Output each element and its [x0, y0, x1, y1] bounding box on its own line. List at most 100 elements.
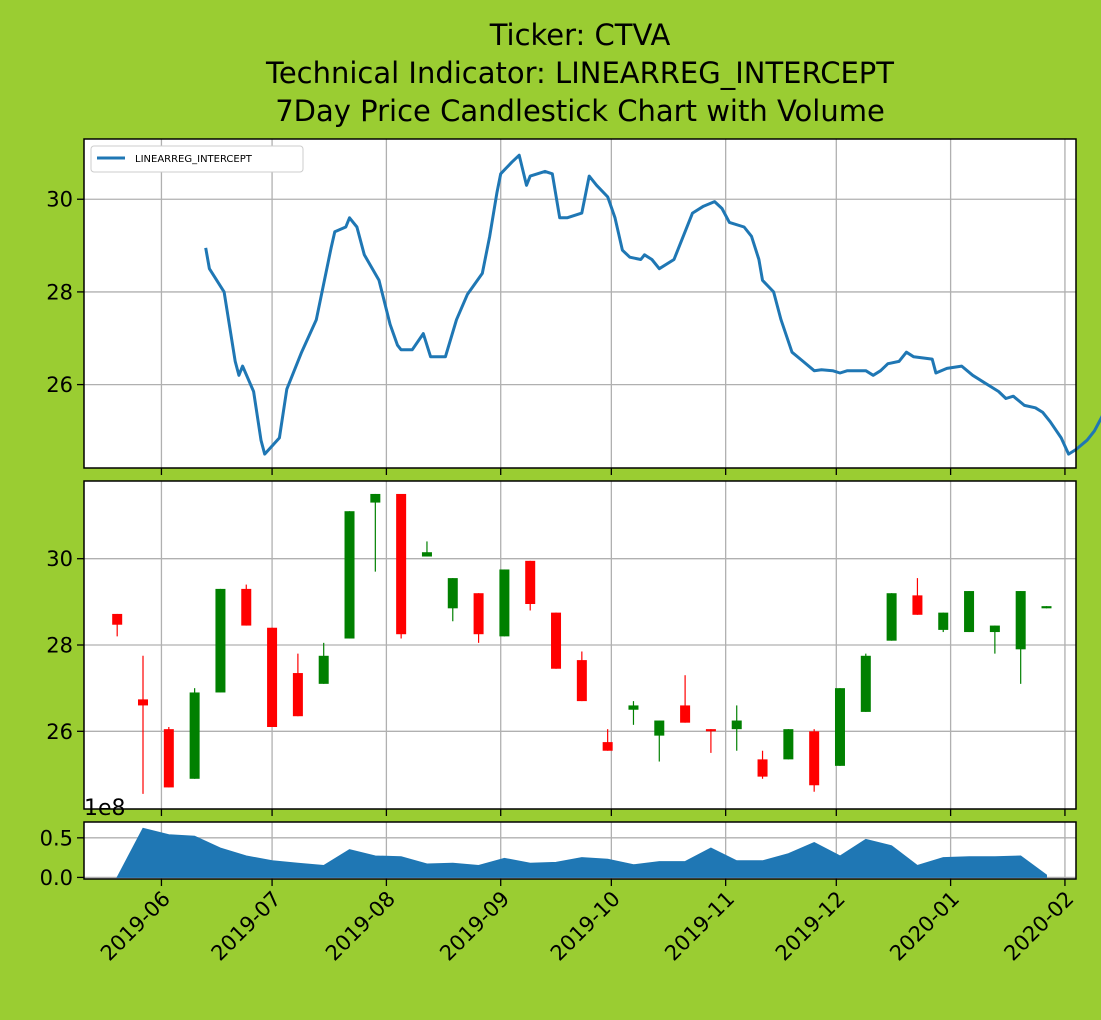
candle-body: [447, 578, 458, 609]
indicator-plot-background: [84, 139, 1076, 468]
candle-body: [112, 613, 123, 625]
candle-down: [292, 653, 303, 717]
candle-body: [267, 627, 278, 727]
candle-body: [292, 673, 303, 717]
volume-offset-label: 1e8: [84, 796, 126, 821]
indicator-line: [204, 153, 1101, 456]
candle-up: [215, 588, 226, 693]
x-tick-label: 2019-10: [546, 887, 625, 966]
candle-down: [138, 655, 149, 794]
candle-up: [499, 569, 510, 637]
candle-down: [809, 729, 820, 792]
candle-body: [138, 699, 149, 706]
candle-body: [628, 705, 639, 710]
candle-body: [525, 560, 536, 604]
candle-down: [112, 613, 123, 637]
x-tick-label: 2019-07: [207, 887, 286, 966]
chart-title: Ticker: CTVA Technical Indicator: LINEAR…: [265, 18, 894, 128]
candle-down: [473, 593, 484, 643]
candle-body: [964, 591, 975, 633]
title-line-ticker: Ticker: CTVA: [489, 18, 671, 52]
candle-up: [447, 578, 458, 622]
candle-down: [241, 584, 252, 626]
candle-up: [1041, 606, 1052, 609]
candle-body: [912, 595, 923, 615]
candle-body: [602, 742, 613, 751]
indicator-legend: LINEARREG_INTERCEPT: [90, 145, 304, 173]
candle-up: [886, 593, 897, 641]
candle-up: [654, 720, 665, 762]
candle-down: [163, 727, 174, 788]
candle-up: [860, 653, 871, 712]
x-tick-label: 2020-02: [999, 887, 1078, 966]
y-tick-label: 0.0: [40, 866, 73, 890]
indicator-series-line: [204, 153, 1101, 456]
x-tick-label: 2019-09: [435, 887, 514, 966]
volume-plot-frame: [83, 821, 1077, 880]
candle-body: [654, 720, 665, 736]
candle-body: [886, 593, 897, 641]
candle-body: [421, 552, 432, 557]
volume-panel: 0.0 0.5 1e8: [40, 796, 1077, 890]
legend-label: LINEARREG_INTERCEPT: [135, 154, 253, 165]
candle-body: [731, 720, 742, 730]
candle-body: [473, 593, 484, 635]
candle-body: [344, 511, 355, 639]
candle-down: [267, 627, 278, 727]
candle-down: [680, 675, 691, 723]
volume-area: [116, 827, 1047, 878]
candle-up: [731, 705, 742, 751]
indicator-y-ticks: 26 28 30: [46, 188, 84, 397]
candle-down: [396, 493, 407, 639]
volume-area-fill: [116, 827, 1047, 878]
price-y-ticks: 26 28 30: [46, 547, 84, 744]
candle-body: [189, 692, 200, 779]
price-panel: 26 28 30: [46, 480, 1077, 810]
indicator-plot-frame: [83, 138, 1077, 469]
candle-body: [1015, 591, 1026, 650]
candle-body: [370, 493, 381, 503]
y-tick-label: 0.5: [40, 826, 73, 850]
title-line-description: 7Day Price Candlestick Chart with Volume: [275, 94, 885, 128]
candle-up: [1015, 591, 1026, 684]
candle-down: [551, 612, 562, 669]
candle-body: [860, 655, 871, 712]
candle-body: [1041, 606, 1052, 609]
candle-down: [576, 651, 587, 702]
y-tick-label: 28: [46, 280, 73, 304]
y-tick-label: 26: [46, 720, 73, 744]
title-line-indicator: Technical Indicator: LINEARREG_INTERCEPT: [265, 56, 894, 90]
candle-body: [834, 688, 845, 766]
candle-down: [602, 729, 613, 751]
candle-body: [938, 612, 949, 630]
candle-down: [525, 560, 536, 611]
indicator-grid: [84, 139, 1076, 468]
candle-down: [757, 750, 768, 779]
candle-body: [783, 729, 794, 760]
x-tick-label: 2019-06: [96, 887, 175, 966]
candle-up: [318, 642, 329, 684]
candle-up: [783, 729, 794, 760]
candle-body: [680, 705, 691, 723]
candle-down: [705, 729, 716, 753]
indicator-panel: 26 28 30 LINEARREG_INTERCEPT: [46, 138, 1101, 469]
candle-up: [421, 541, 432, 557]
candle-up: [189, 688, 200, 779]
candle-down: [912, 578, 923, 615]
candle-body: [576, 660, 587, 702]
candle-body: [809, 731, 820, 786]
candle-up: [834, 688, 845, 766]
y-tick-label: 28: [46, 634, 73, 658]
candle-body: [241, 588, 252, 626]
candle-body: [705, 729, 716, 732]
price-plot-frame: [83, 480, 1077, 810]
y-tick-label: 30: [46, 547, 73, 571]
candle-up: [628, 701, 639, 725]
x-tick-label: 2020-01: [885, 887, 964, 966]
x-tick-label: 2019-11: [660, 887, 739, 966]
price-candles: [112, 493, 1052, 794]
candle-body: [163, 729, 174, 788]
candle-body: [215, 588, 226, 693]
candle-body: [989, 625, 1000, 633]
candle-up: [938, 612, 949, 633]
